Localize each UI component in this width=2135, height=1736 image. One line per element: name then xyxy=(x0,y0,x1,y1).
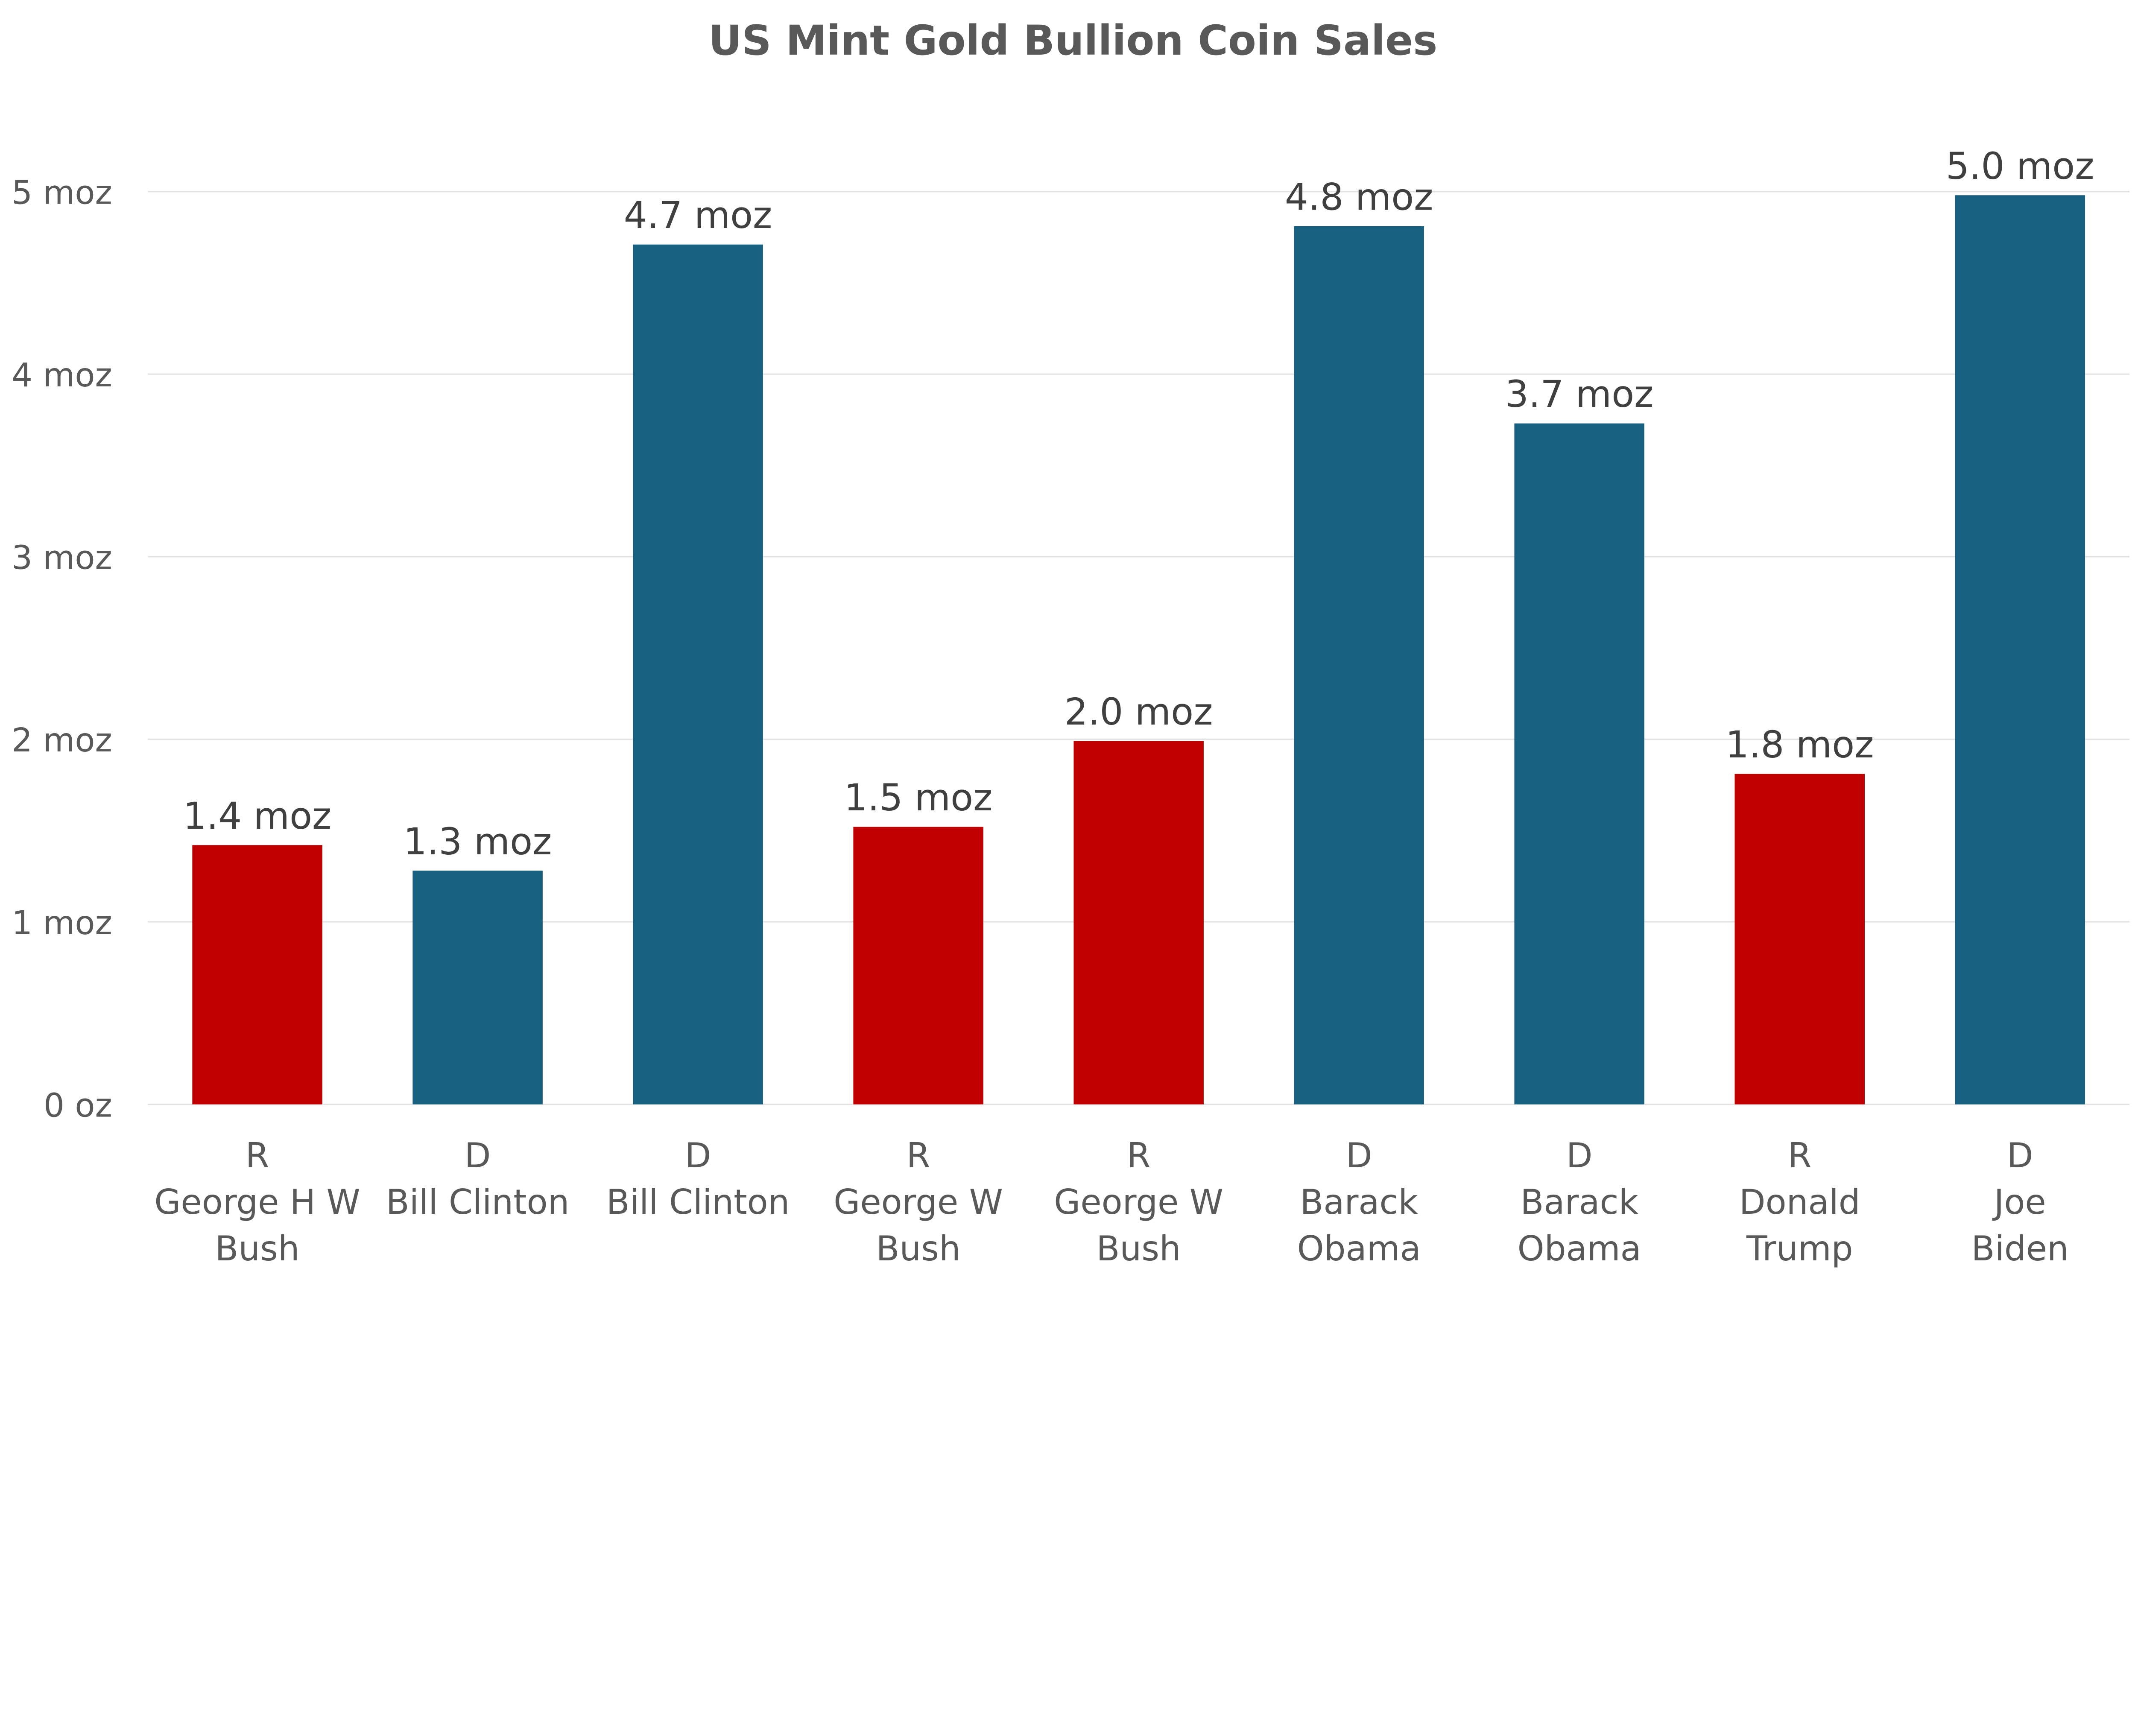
data-label: 1.4 moz xyxy=(183,795,332,838)
data-label: 5.0 moz xyxy=(1946,145,2094,188)
data-label: 4.7 moz xyxy=(624,194,772,237)
category-label: George W xyxy=(1054,1182,1223,1222)
category-label: Donald xyxy=(1739,1182,1860,1222)
y-tick-label: 5 moz xyxy=(12,174,112,212)
category-label: Barack xyxy=(1520,1182,1638,1222)
y-tick-label: 3 moz xyxy=(12,539,112,577)
bar xyxy=(1955,195,2085,1105)
y-tick-label: 1 moz xyxy=(12,904,112,942)
party-label: R xyxy=(907,1136,930,1175)
bar xyxy=(853,827,983,1105)
y-axis: 0 oz 1 moz 2 moz 3 moz 4 moz 5 moz xyxy=(12,174,112,1125)
chart-title: US Mint Gold Bullion Coin Sales xyxy=(708,17,1437,64)
bar xyxy=(412,871,543,1105)
bar xyxy=(1294,226,1424,1105)
data-label: 1.5 moz xyxy=(844,777,993,819)
category-label: Bush xyxy=(1097,1229,1181,1268)
category-label: Trump xyxy=(1746,1229,1853,1268)
data-label: 1.8 moz xyxy=(1726,724,1874,766)
party-label: D xyxy=(1346,1136,1372,1175)
party-label: D xyxy=(685,1136,711,1175)
bar xyxy=(633,244,763,1105)
category-label: Obama xyxy=(1297,1229,1421,1268)
data-label: 1.3 moz xyxy=(404,821,552,863)
data-label: 2.0 moz xyxy=(1065,691,1213,734)
category-label: George W xyxy=(834,1182,1003,1222)
data-label: 4.8 moz xyxy=(1285,176,1433,219)
category-label: Biden xyxy=(1971,1229,2069,1268)
category-label: Barack xyxy=(1300,1182,1418,1222)
x-axis: R George H W Bush D Bill Clinton D Bill Clinto… xyxy=(154,1136,2068,1268)
y-tick-label: 0 oz xyxy=(44,1087,112,1125)
y-tick-label: 2 moz xyxy=(12,722,112,760)
party-label: R xyxy=(1127,1136,1151,1175)
party-label: R xyxy=(1788,1136,1812,1175)
data-label: 3.7 moz xyxy=(1505,373,1654,416)
bars: 1.4 moz 1.3 moz 4.7 moz 1.5 moz 2.0 moz 4.8 m… xyxy=(183,145,2094,1105)
category-label: Bush xyxy=(876,1229,961,1268)
category-label: Bill Clinton xyxy=(606,1182,790,1222)
bar-chart: US Mint Gold Bullion Coin Sales 0 oz 1 mo… xyxy=(12,17,2130,1268)
category-label: Joe xyxy=(1992,1182,2046,1222)
category-label: Obama xyxy=(1518,1229,1641,1268)
bar xyxy=(1514,423,1644,1105)
party-label: D xyxy=(2007,1136,2033,1175)
category-label: George H W xyxy=(154,1182,360,1222)
bar xyxy=(192,845,322,1105)
party-label: D xyxy=(465,1136,491,1175)
category-label: Bush xyxy=(215,1229,299,1268)
party-label: D xyxy=(1566,1136,1593,1175)
y-tick-label: 4 moz xyxy=(12,357,112,395)
party-label: R xyxy=(246,1136,269,1175)
bar xyxy=(1734,774,1865,1105)
category-label: Bill Clinton xyxy=(386,1182,570,1222)
bar xyxy=(1073,741,1204,1105)
